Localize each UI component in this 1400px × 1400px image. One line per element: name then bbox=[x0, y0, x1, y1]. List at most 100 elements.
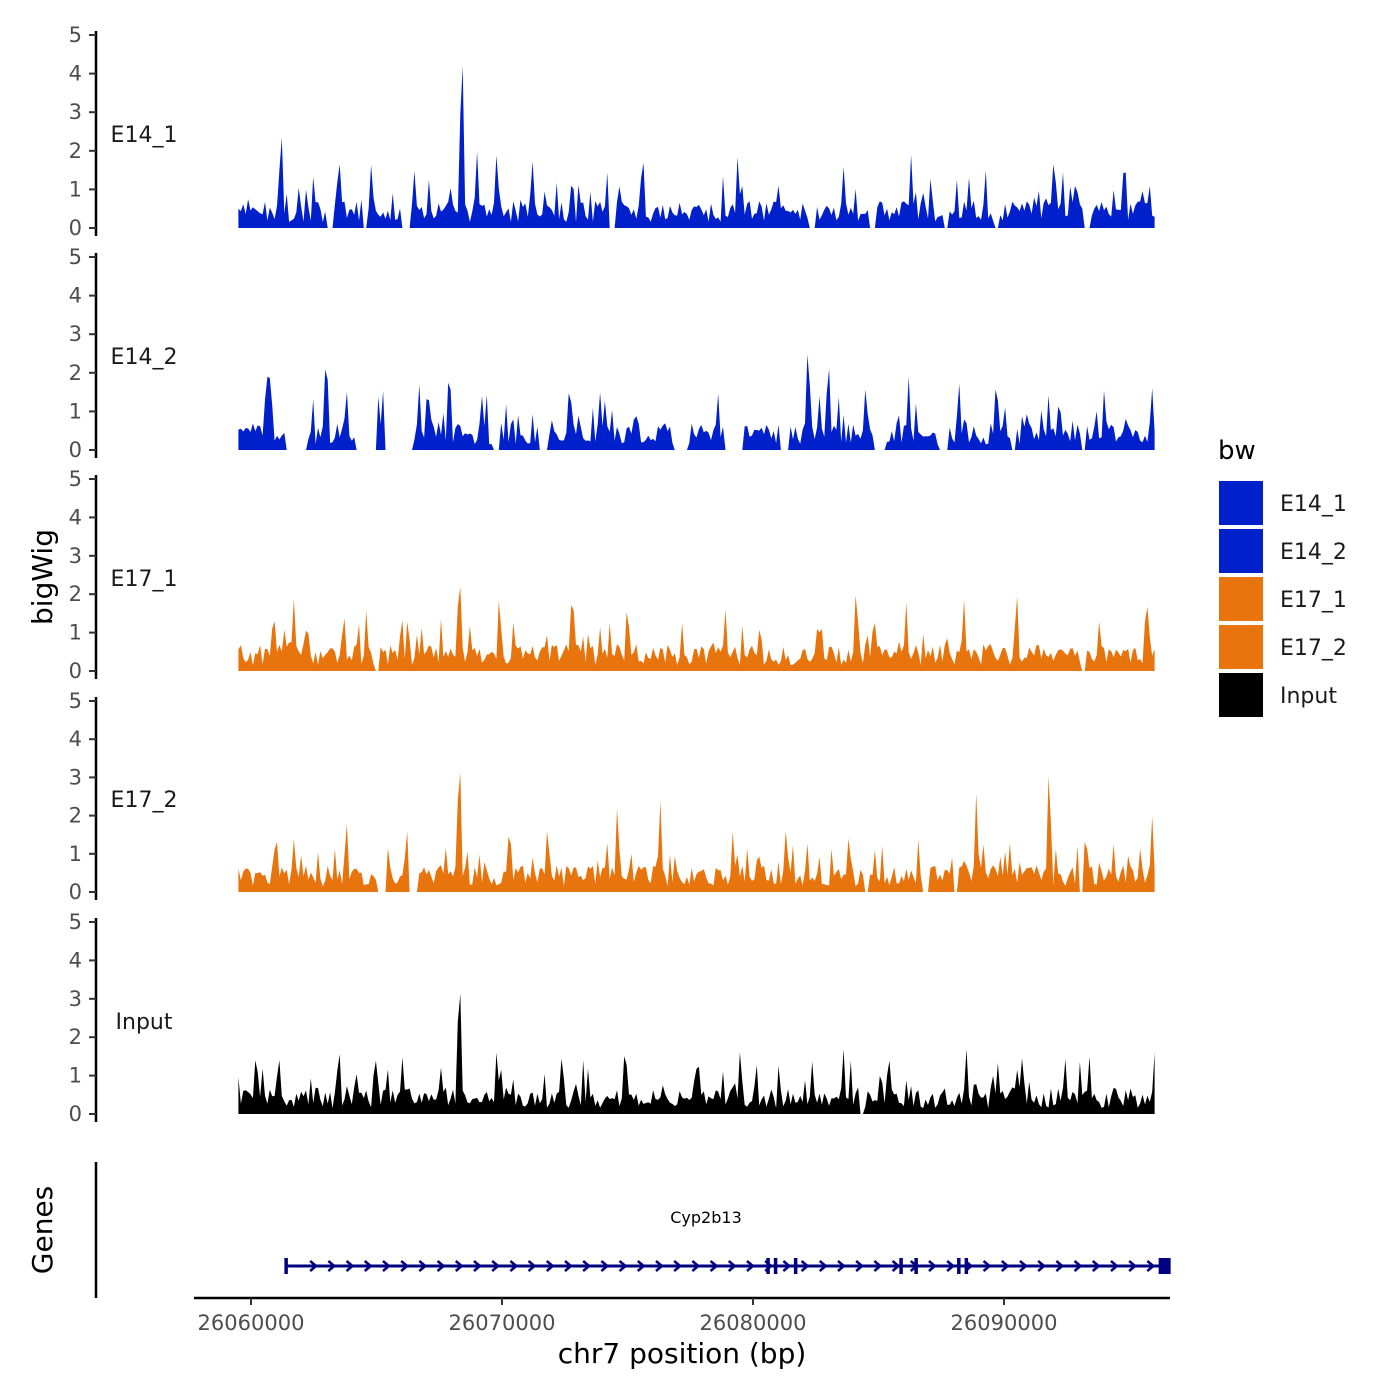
y-tick-label: 2 bbox=[69, 804, 82, 828]
y-tick-label: 0 bbox=[69, 659, 82, 683]
strand-arrow bbox=[382, 1260, 391, 1272]
legend: bw E14_1 E14_2 E17_1 E17_2 Input bbox=[1217, 436, 1347, 719]
y-tick-label: 1 bbox=[69, 1064, 82, 1088]
strand-arrow bbox=[1128, 1260, 1138, 1272]
strand-arrow bbox=[655, 1260, 664, 1272]
y-tick-label: 5 bbox=[69, 245, 82, 269]
y-tick-label: 1 bbox=[69, 399, 82, 423]
strand-arrow bbox=[327, 1260, 337, 1272]
exon-block bbox=[766, 1258, 770, 1274]
strand-arrow bbox=[436, 1260, 446, 1272]
strand-arrow bbox=[491, 1260, 501, 1272]
track-label: Input bbox=[116, 1010, 173, 1035]
track-label: E17_1 bbox=[111, 567, 178, 592]
y-tick-label: 4 bbox=[69, 727, 82, 751]
track-input: 0 1 2 3 4 5 Input bbox=[69, 910, 1155, 1126]
signal-area-e14-1 bbox=[238, 65, 1155, 229]
strand-arrow bbox=[855, 1260, 865, 1272]
strand-arrow bbox=[1073, 1260, 1083, 1272]
gene-track-title: Genes bbox=[26, 1186, 59, 1274]
legend-label: Input bbox=[1280, 684, 1337, 709]
y-tick-label: 4 bbox=[69, 284, 82, 308]
track-e17-1: 0 1 2 3 4 5 E17_1 bbox=[69, 467, 1155, 683]
strand-arrow bbox=[1091, 1260, 1101, 1272]
strand-arrow bbox=[400, 1260, 410, 1272]
track-e17-2: 0 1 2 3 4 5 E17_2 bbox=[69, 689, 1155, 904]
strand-arrow bbox=[509, 1260, 519, 1272]
strand-arrow bbox=[309, 1260, 319, 1272]
x-tick-label: 26080000 bbox=[700, 1311, 807, 1335]
legend-swatch bbox=[1217, 527, 1265, 575]
y-tick-label: 3 bbox=[69, 100, 82, 124]
y-tick-label: 3 bbox=[69, 544, 82, 568]
strand-arrow bbox=[800, 1260, 810, 1272]
strand-arrow bbox=[545, 1260, 555, 1272]
y-tick-label: 5 bbox=[69, 910, 82, 934]
strand-arrow bbox=[1146, 1260, 1156, 1272]
y-tick-label: 1 bbox=[69, 621, 82, 645]
strand-arrow bbox=[418, 1260, 428, 1272]
y-tick-label: 2 bbox=[69, 582, 82, 606]
track-label: E17_2 bbox=[111, 788, 178, 813]
y-tick-label: 2 bbox=[69, 1025, 82, 1049]
exon-block bbox=[773, 1258, 778, 1274]
strand-arrow bbox=[600, 1260, 610, 1272]
y-tick-label: 5 bbox=[69, 689, 82, 713]
legend-label: E14_2 bbox=[1280, 540, 1347, 565]
y-tick-label: 0 bbox=[69, 1102, 82, 1126]
exon-block bbox=[899, 1258, 903, 1274]
y-tick-label: 5 bbox=[69, 467, 82, 491]
exon-block bbox=[1158, 1258, 1171, 1274]
strand-arrow bbox=[727, 1260, 737, 1272]
y-tick-label: 4 bbox=[69, 62, 82, 86]
strand-arrow bbox=[1000, 1260, 1010, 1272]
strand-arrow bbox=[746, 1260, 755, 1272]
signal-tracks: 0 1 2 3 4 5 E14_1 0 1 2 3 4 5 E14_2 0 1 2 3 4 5 E17_1 0 1 2 3 4 5 E… bbox=[69, 23, 1155, 1126]
track-e14-2: 0 1 2 3 4 5 E14_2 bbox=[69, 245, 1155, 462]
y-tick-label: 0 bbox=[69, 216, 82, 240]
exon-block bbox=[914, 1258, 918, 1274]
signal-area-e17-1 bbox=[238, 586, 1155, 671]
legend-label: E17_1 bbox=[1280, 588, 1347, 613]
gene-name-label: Cyp2b13 bbox=[670, 1208, 742, 1227]
legend-label: E14_1 bbox=[1280, 492, 1347, 517]
strand-arrow bbox=[1110, 1260, 1119, 1272]
strand-arrow bbox=[818, 1260, 828, 1272]
y-tick-label: 0 bbox=[69, 438, 82, 462]
y-tick-label: 2 bbox=[69, 139, 82, 163]
signal-area-input bbox=[238, 993, 1155, 1114]
strand-arrow bbox=[709, 1260, 719, 1272]
strand-arrow bbox=[618, 1260, 628, 1272]
strand-arrow bbox=[782, 1260, 792, 1272]
strand-arrow bbox=[636, 1260, 646, 1272]
strand-arrow bbox=[363, 1260, 373, 1272]
x-tick-label: 26070000 bbox=[449, 1311, 556, 1335]
track-label: E14_2 bbox=[111, 345, 178, 370]
legend-swatch bbox=[1217, 575, 1265, 623]
y-tick-label: 2 bbox=[69, 361, 82, 385]
y-tick-label: 1 bbox=[69, 177, 82, 201]
x-axis: chr7 position (bp) 26060000 26070000 26080… bbox=[194, 1296, 1170, 1370]
legend-swatch bbox=[1217, 479, 1265, 527]
strand-arrow bbox=[982, 1260, 992, 1272]
y-axis-title: bigWig bbox=[26, 529, 59, 625]
strand-arrow bbox=[527, 1260, 537, 1272]
y-tick-label: 3 bbox=[69, 765, 82, 789]
exon-block bbox=[284, 1258, 288, 1274]
strand-arrow bbox=[837, 1260, 846, 1272]
legend-swatch bbox=[1217, 623, 1265, 671]
y-tick-label: 4 bbox=[69, 948, 82, 972]
exon-block bbox=[793, 1258, 798, 1274]
gene-track: Genes Cyp2b13 bbox=[26, 1162, 1171, 1298]
strand-arrow bbox=[673, 1260, 683, 1272]
y-tick-label: 0 bbox=[69, 880, 82, 904]
y-tick-label: 3 bbox=[69, 322, 82, 346]
strand-arrow bbox=[946, 1260, 956, 1272]
x-tick-label: 26060000 bbox=[198, 1311, 305, 1335]
signal-area-e14-2 bbox=[238, 354, 1155, 450]
y-tick-label: 1 bbox=[69, 842, 82, 866]
strand-arrow bbox=[891, 1260, 901, 1272]
x-axis-title: chr7 position (bp) bbox=[558, 1337, 807, 1370]
y-tick-label: 3 bbox=[69, 987, 82, 1011]
